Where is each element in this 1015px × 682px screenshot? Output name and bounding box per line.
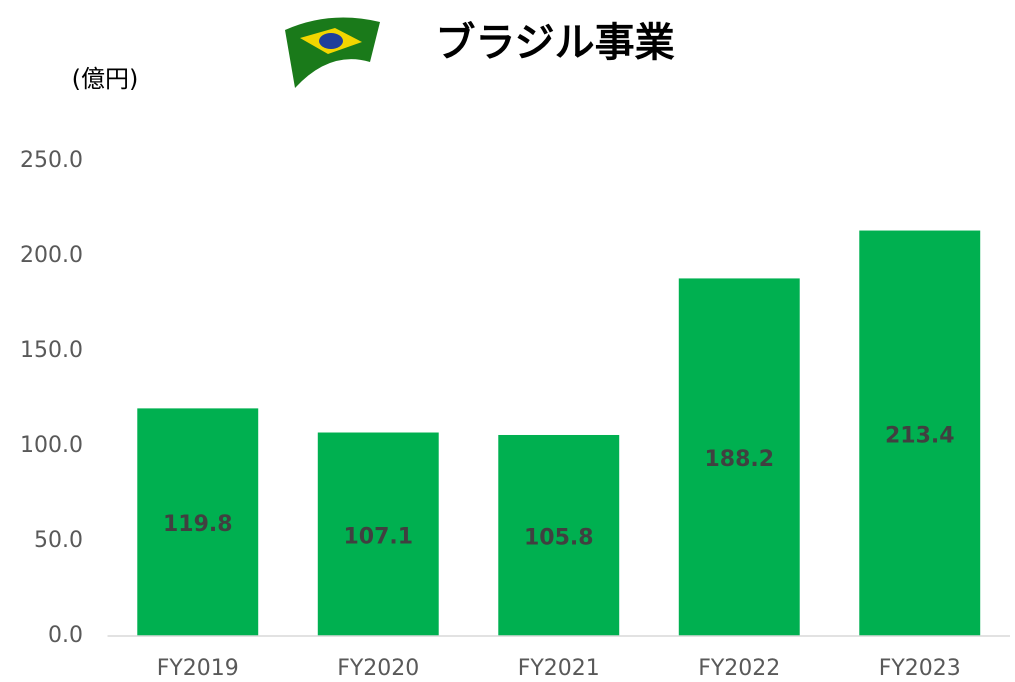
data-label: 188.2	[704, 447, 774, 472]
bar	[678, 278, 800, 636]
chart-title: ブラジル事業	[435, 20, 674, 66]
y-tick-label: 50.0	[34, 528, 83, 553]
bar	[137, 408, 259, 636]
x-tick-label: FY2022	[698, 656, 780, 681]
y-axis-label: (億円)	[72, 65, 139, 93]
x-tick-label: FY2023	[879, 656, 961, 681]
x-tick-label: FY2021	[518, 656, 600, 681]
data-label: 213.4	[885, 423, 955, 448]
y-tick-label: 250.0	[20, 148, 83, 173]
x-tick-label: FY2019	[157, 656, 239, 681]
bar	[317, 432, 439, 636]
data-label: 105.8	[524, 525, 594, 550]
x-tick-label: FY2020	[337, 656, 419, 681]
bar	[498, 434, 620, 636]
y-tick-label: 100.0	[20, 433, 83, 458]
y-tick-label: 0.0	[48, 623, 83, 648]
data-label: 119.8	[163, 512, 233, 537]
y-tick-label: 200.0	[20, 243, 83, 268]
flag-icon	[285, 17, 380, 88]
data-label: 107.1	[343, 524, 413, 549]
y-tick-label: 150.0	[20, 338, 83, 363]
bar	[859, 230, 981, 637]
